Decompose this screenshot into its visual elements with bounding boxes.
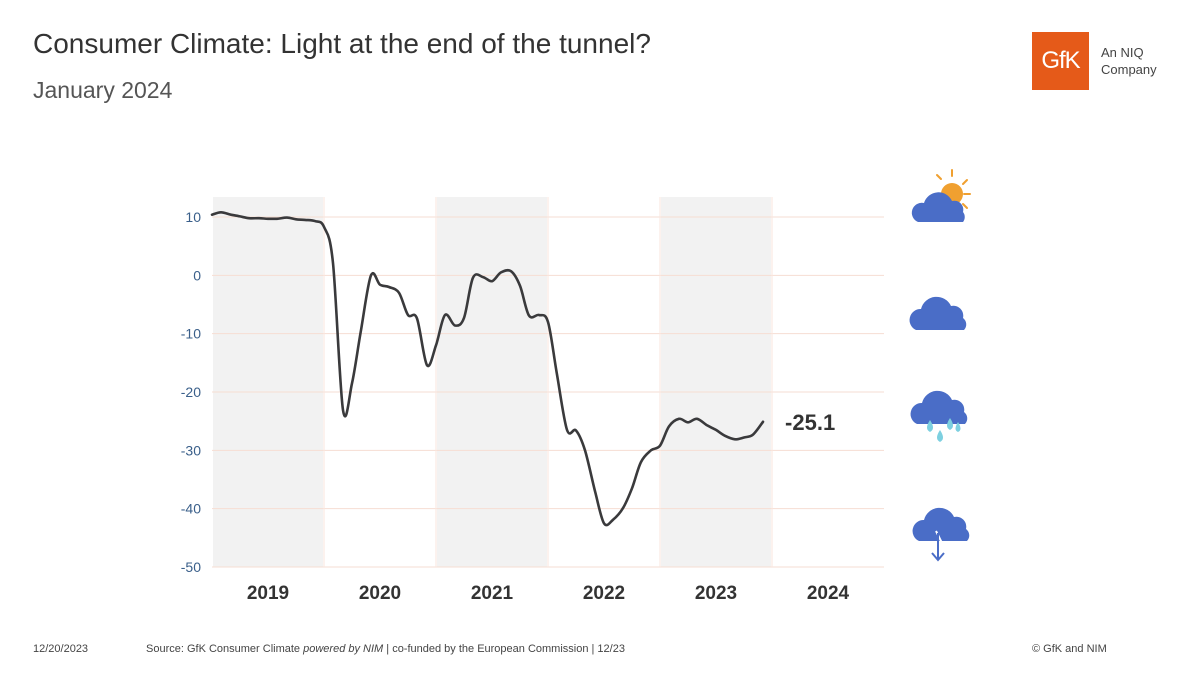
year-band-2019 [213,197,323,567]
footer-date: 12/20/2023 [33,643,89,655]
source-suffix: | co-funded by the European Commission |… [383,643,625,655]
gridlines [212,197,884,568]
page-title: Consumer Climate: Light at the end of th… [33,28,651,59]
sun-behind-cloud-icon [911,169,971,222]
logo-tagline: An NIQ Company [1101,44,1157,78]
y-tick-label: -40 [181,501,201,517]
consumer-climate-chart: 100-10-20-30-40-50 2019 2020 2021 2022 2023 2… [181,169,971,604]
y-axis: 10 0 -10 -20 -30 -40 -50 [181,209,201,575]
y-tick-label: -30 [181,442,201,458]
y-tick-label: 0 [193,267,201,283]
gfk-logo: GfK [1032,32,1089,90]
x-axis: 2019 2020 2021 2022 2023 2024 [247,583,850,604]
footer-copyright: © GfK and NIM [1032,643,1107,655]
year-shading [213,197,771,567]
logo-tagline-line-2: Company [1101,62,1157,77]
y-tick-label: -10 [181,326,201,342]
source-prefix: Source: GfK Consumer Climate [146,643,304,655]
footer-source: Source: GfK Consumer Climate powered by … [146,643,625,655]
cloud-arrow-down-icon [912,507,970,562]
y-tick-label: -20 [181,384,201,400]
x-tick-label: 2024 [807,583,850,604]
consumer-climate-line [210,211,765,527]
source-italic: powered by NIM [303,643,384,655]
x-tick-label: 2023 [695,583,737,604]
y-tick-label: 10 [185,209,201,225]
y-tick-label: -50 [181,559,201,575]
year-band-2021 [437,197,547,567]
page-subtitle: January 2024 [33,77,173,103]
end-value-label: -25.1 [785,410,835,435]
rain-cloud-icon [910,390,968,442]
x-tick-label: 2019 [247,583,289,604]
x-tick-label: 2022 [583,583,625,604]
x-tick-label: 2021 [471,583,514,604]
year-band-2023 [661,197,771,567]
cloud-icon [909,296,967,330]
logo-tagline-line-1: An NIQ [1101,45,1144,60]
x-tick-label: 2020 [359,583,401,604]
